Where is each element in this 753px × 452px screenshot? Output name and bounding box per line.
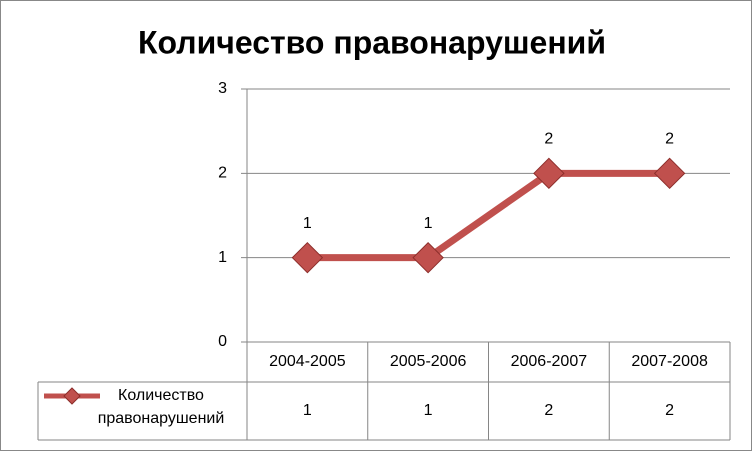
x-tick-label: 2005-2006 <box>390 353 467 370</box>
table-value: 1 <box>303 402 312 419</box>
table-value: 1 <box>424 402 433 419</box>
y-tick-label: 3 <box>218 80 227 97</box>
series-line <box>307 169 670 262</box>
legend-label: Количество правонарушений <box>97 387 225 427</box>
table-value: 2 <box>544 402 553 419</box>
y-tick-label: 0 <box>218 333 227 350</box>
x-tick-label: 2007-2008 <box>631 353 708 370</box>
x-tick-label: 2004-2005 <box>269 353 346 370</box>
marker <box>653 157 686 190</box>
y-tick-label: 2 <box>218 165 227 182</box>
chart-title: Количество правонарушений <box>138 24 606 60</box>
legend-marker <box>63 387 81 405</box>
x-tick-label: 2006-2007 <box>511 353 588 370</box>
data-label: 1 <box>303 215 312 232</box>
data-label: 1 <box>424 215 433 232</box>
marker <box>533 157 565 190</box>
data-label: 2 <box>544 131 553 148</box>
y-tick-label: 1 <box>218 249 227 266</box>
marker <box>412 241 444 274</box>
marker <box>291 241 324 274</box>
data-label: 2 <box>665 131 674 148</box>
table-value: 2 <box>665 402 674 419</box>
